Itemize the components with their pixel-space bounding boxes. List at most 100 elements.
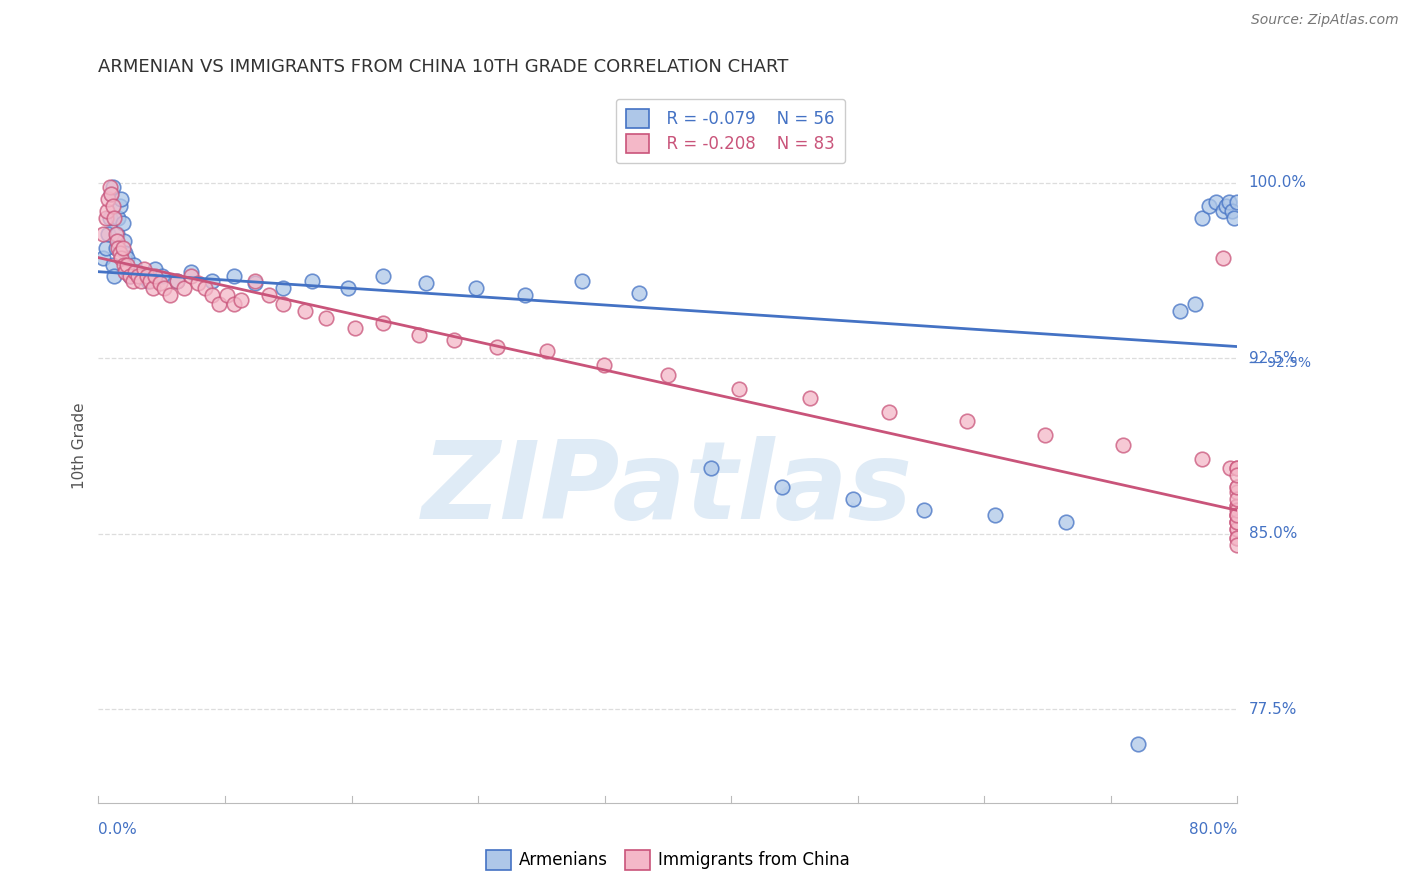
Point bbox=[118, 269, 141, 284]
Point bbox=[111, 216, 134, 230]
Point bbox=[229, 293, 252, 307]
Point bbox=[1226, 522, 1249, 536]
Point bbox=[699, 461, 721, 475]
Point bbox=[100, 187, 122, 202]
Point bbox=[121, 274, 143, 288]
Point bbox=[1056, 515, 1078, 529]
Point bbox=[166, 274, 188, 288]
Point bbox=[315, 311, 337, 326]
Point bbox=[101, 180, 124, 194]
Text: ARMENIAN VS IMMIGRANTS FROM CHINA 10TH GRADE CORRELATION CHART: ARMENIAN VS IMMIGRANTS FROM CHINA 10TH G… bbox=[98, 58, 789, 76]
Point bbox=[1205, 194, 1227, 209]
Point bbox=[145, 269, 167, 284]
Point bbox=[1226, 468, 1249, 483]
Point bbox=[592, 359, 614, 373]
Point bbox=[1226, 515, 1249, 529]
Text: 0.0%: 0.0% bbox=[98, 822, 138, 838]
Point bbox=[912, 503, 935, 517]
Point bbox=[1226, 461, 1249, 475]
Point bbox=[1226, 532, 1249, 546]
Point bbox=[1226, 532, 1249, 546]
Point bbox=[208, 297, 231, 311]
Point bbox=[415, 277, 437, 291]
Point bbox=[373, 316, 395, 330]
Point bbox=[243, 274, 266, 288]
Text: 80.0%: 80.0% bbox=[1189, 822, 1237, 838]
Point bbox=[115, 258, 138, 272]
Point bbox=[443, 333, 465, 347]
Point bbox=[110, 251, 132, 265]
Point bbox=[842, 491, 865, 506]
Point bbox=[1219, 461, 1241, 475]
Point bbox=[97, 227, 120, 242]
Point bbox=[129, 274, 152, 288]
Point bbox=[1226, 461, 1249, 475]
Point bbox=[104, 241, 127, 255]
Point bbox=[91, 251, 114, 265]
Point bbox=[149, 277, 172, 291]
Point bbox=[173, 281, 195, 295]
Point bbox=[114, 246, 136, 260]
Point bbox=[103, 211, 125, 225]
Point bbox=[1226, 499, 1249, 513]
Point bbox=[104, 227, 127, 242]
Point bbox=[1226, 194, 1249, 209]
Point bbox=[1198, 199, 1220, 213]
Point bbox=[1226, 499, 1249, 513]
Point bbox=[111, 241, 134, 255]
Legend: Armenians, Immigrants from China: Armenians, Immigrants from China bbox=[479, 843, 856, 877]
Point bbox=[770, 480, 793, 494]
Point bbox=[166, 274, 188, 288]
Point bbox=[107, 241, 129, 255]
Point bbox=[1170, 304, 1192, 318]
Y-axis label: 10th Grade: 10th Grade bbox=[72, 402, 87, 490]
Point bbox=[125, 265, 148, 279]
Text: 100.0%: 100.0% bbox=[1249, 176, 1306, 190]
Point bbox=[115, 251, 138, 265]
Point bbox=[628, 285, 651, 300]
Point bbox=[657, 368, 679, 382]
Point bbox=[1226, 515, 1249, 529]
Point bbox=[956, 414, 979, 428]
Point bbox=[132, 262, 155, 277]
Point bbox=[153, 281, 176, 295]
Point bbox=[122, 258, 145, 272]
Point bbox=[215, 288, 238, 302]
Point bbox=[243, 277, 266, 291]
Point bbox=[180, 269, 202, 284]
Point bbox=[94, 241, 117, 255]
Point bbox=[1226, 522, 1249, 536]
Point bbox=[1226, 508, 1249, 522]
Point bbox=[108, 246, 131, 260]
Point bbox=[110, 192, 132, 206]
Point bbox=[273, 297, 295, 311]
Point bbox=[145, 262, 167, 277]
Point bbox=[152, 269, 174, 284]
Point bbox=[1226, 484, 1249, 499]
Point bbox=[101, 258, 124, 272]
Point bbox=[98, 211, 121, 225]
Point bbox=[343, 321, 366, 335]
Point bbox=[294, 304, 316, 318]
Point bbox=[187, 277, 209, 291]
Point bbox=[1212, 251, 1234, 265]
Point bbox=[138, 274, 160, 288]
Point bbox=[259, 288, 281, 302]
Point bbox=[301, 274, 323, 288]
Point bbox=[1191, 211, 1213, 225]
Point bbox=[201, 288, 224, 302]
Point bbox=[273, 281, 295, 295]
Point bbox=[1218, 194, 1240, 209]
Point bbox=[124, 265, 146, 279]
Point bbox=[180, 265, 202, 279]
Point bbox=[1226, 508, 1249, 522]
Point bbox=[97, 192, 120, 206]
Text: 77.5%: 77.5% bbox=[1249, 702, 1296, 716]
Point bbox=[101, 199, 124, 213]
Point bbox=[1226, 480, 1249, 494]
Point bbox=[91, 227, 114, 242]
Point bbox=[1220, 203, 1243, 218]
Point bbox=[373, 269, 395, 284]
Text: 85.0%: 85.0% bbox=[1249, 526, 1296, 541]
Point bbox=[1215, 199, 1237, 213]
